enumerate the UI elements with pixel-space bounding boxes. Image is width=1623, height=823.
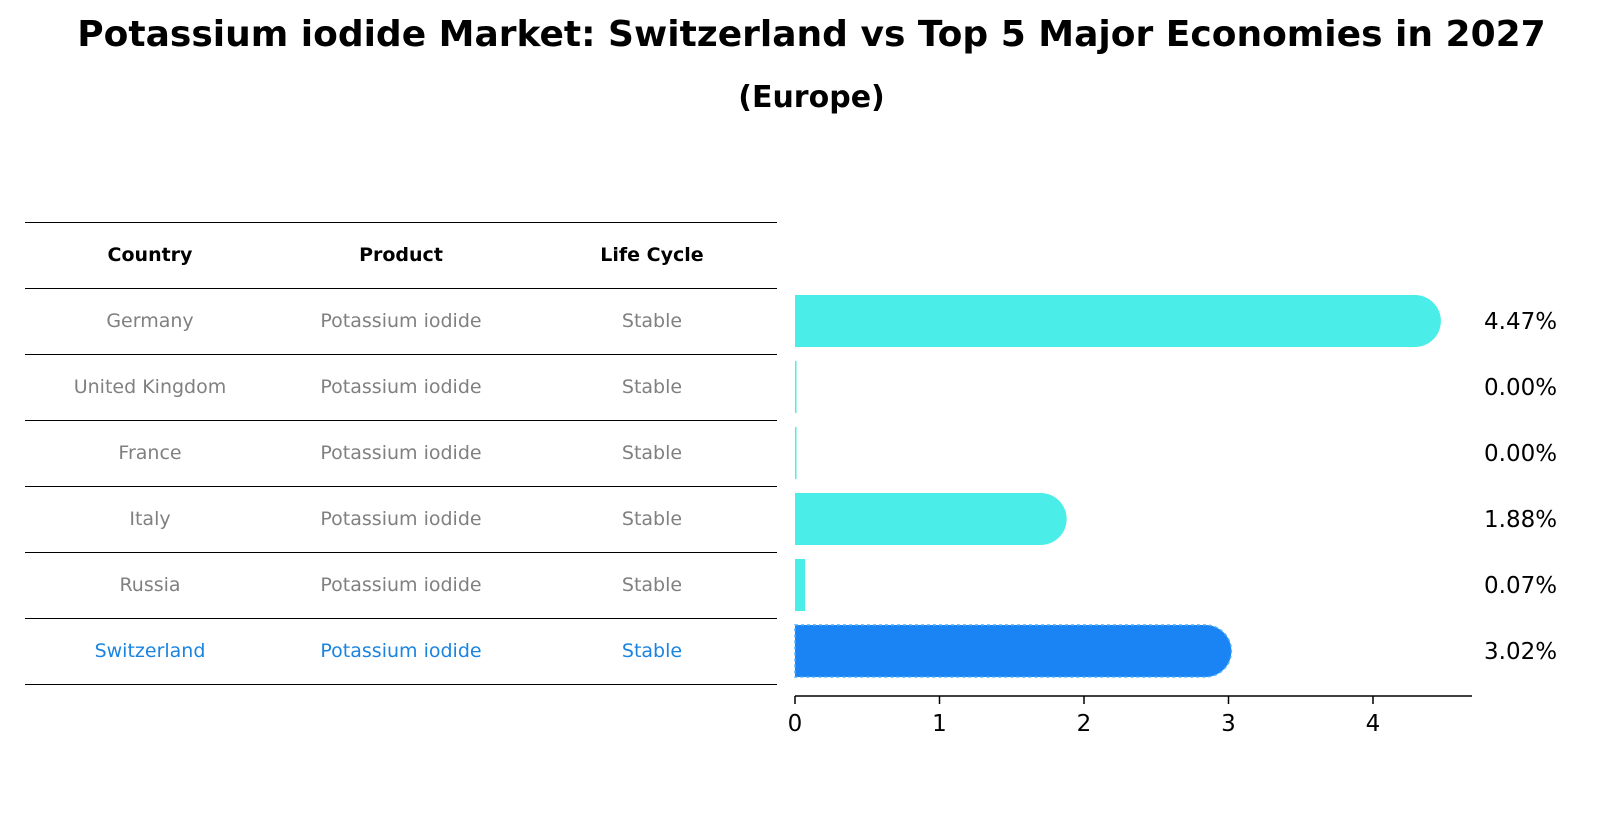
- life-cycle-cell: Stable: [621, 640, 683, 662]
- value-label: 4.47%: [1484, 309, 1557, 335]
- table-rule: [25, 222, 777, 223]
- value-label: 1.88%: [1484, 507, 1557, 533]
- life-cycle-cell: Stable: [621, 376, 683, 398]
- table-rule: [25, 354, 777, 355]
- country-cell: Italy: [129, 508, 171, 530]
- table-rule: [25, 618, 777, 619]
- bar-united-kingdom: [795, 361, 797, 413]
- bar-germany: [795, 295, 1441, 347]
- product-cell: Potassium iodide: [320, 442, 482, 464]
- bar-switzerland: [795, 625, 1232, 677]
- table-rule: [25, 420, 777, 421]
- bar-italy: [795, 493, 1067, 545]
- header-life-cycle: Life Cycle: [600, 244, 704, 266]
- value-label: 3.02%: [1484, 639, 1557, 665]
- chart-subtitle: (Europe): [738, 80, 885, 115]
- table-row: Germany Potassium iodide Stable: [25, 288, 777, 354]
- value-label: 0.00%: [1484, 441, 1557, 467]
- table-row: Russia Potassium iodide Stable: [25, 552, 777, 618]
- life-cycle-cell: Stable: [621, 310, 683, 332]
- bar-france: [795, 427, 797, 479]
- x-tick-label: 1: [932, 711, 947, 737]
- table-header-row: Country Product Life Cycle: [25, 222, 777, 288]
- table-row: Italy Potassium iodide Stable: [25, 486, 777, 552]
- country-cell: Germany: [106, 310, 194, 332]
- header-product: Product: [359, 244, 443, 266]
- x-tick-label: 4: [1366, 711, 1381, 737]
- product-cell: Potassium iodide: [320, 376, 482, 398]
- table-rule: [25, 288, 777, 289]
- x-tick-label: 3: [1221, 711, 1236, 737]
- life-cycle-cell: Stable: [621, 574, 683, 596]
- table-row: United Kingdom Potassium iodide Stable: [25, 354, 777, 420]
- life-cycle-cell: Stable: [621, 442, 683, 464]
- table-row-highlight: Switzerland Potassium iodide Stable: [25, 618, 777, 684]
- product-cell: Potassium iodide: [320, 640, 482, 662]
- country-cell: Switzerland: [94, 640, 206, 662]
- table-row: France Potassium iodide Stable: [25, 420, 777, 486]
- country-cell: France: [118, 442, 182, 464]
- bar-russia: [795, 559, 806, 611]
- chart-title: Potassium iodide Market: Switzerland vs …: [77, 14, 1546, 55]
- product-cell: Potassium iodide: [320, 310, 482, 332]
- country-cell: United Kingdom: [73, 376, 227, 398]
- x-tick-label: 2: [1077, 711, 1092, 737]
- header-country: Country: [107, 244, 193, 266]
- product-cell: Potassium iodide: [320, 508, 482, 530]
- country-cell: Russia: [119, 574, 181, 596]
- product-cell: Potassium iodide: [320, 574, 482, 596]
- table-rule: [25, 486, 777, 487]
- table-rule: [25, 552, 777, 553]
- value-label: 0.07%: [1484, 573, 1557, 599]
- value-label: 0.00%: [1484, 375, 1557, 401]
- bar-highlight-outline: [794, 624, 1233, 678]
- table-rule: [25, 684, 777, 685]
- x-tick-label: 0: [788, 711, 803, 737]
- life-cycle-cell: Stable: [621, 508, 683, 530]
